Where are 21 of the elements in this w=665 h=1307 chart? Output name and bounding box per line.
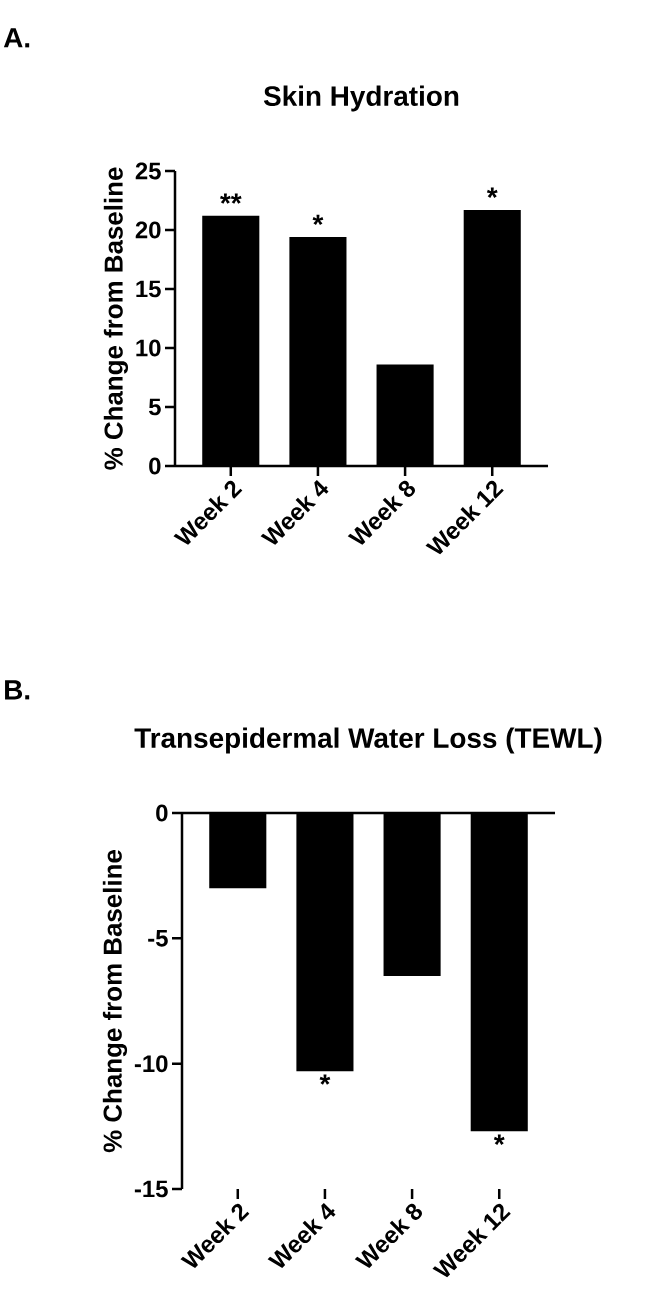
- y-axis-title: % Change from Baseline: [103, 167, 129, 470]
- y-tick-label: -5: [148, 929, 168, 947]
- text: A.: [3, 28, 30, 48]
- annotation: *: [486, 187, 498, 198]
- annotation: *: [493, 1134, 505, 1145]
- annotation: *: [312, 214, 324, 226]
- y-tick-label: 5: [148, 398, 161, 416]
- y-tick-label: 20: [135, 221, 161, 239]
- text: B.: [5, 680, 30, 700]
- chart-title: Transepidermal Water Loss (TEWL): [134, 727, 602, 754]
- y-tick-label: 10: [136, 339, 161, 357]
- y-tick-label: 15: [136, 280, 161, 298]
- y-axis-title: % Change from Baseline: [102, 850, 128, 1153]
- annotation: **: [220, 193, 242, 204]
- annotation: *: [319, 1074, 331, 1085]
- y-tick-label: -10: [134, 1055, 168, 1073]
- y-tick-label: 0: [156, 804, 168, 822]
- y-tick-label: 0: [149, 457, 161, 475]
- y-tick-label: 25: [135, 162, 161, 180]
- chart-title: Skin Hydration: [263, 85, 459, 112]
- y-tick-label: -15: [134, 1180, 168, 1198]
